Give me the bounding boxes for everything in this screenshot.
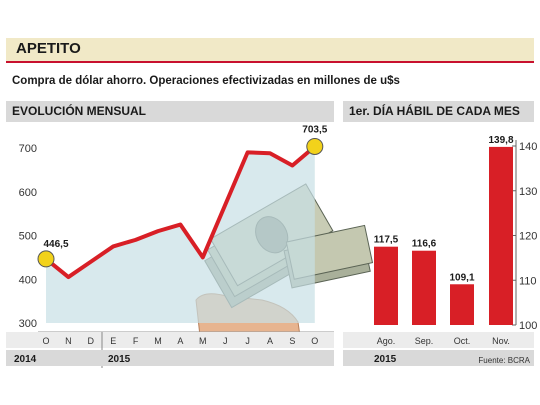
daily-bar-chart: 100 110 120 130 140 117,5 116,6 109,1 139,8 Ago. S… bbox=[343, 135, 537, 366]
category-tick-label: Nov. bbox=[492, 336, 510, 346]
y-tick-label: 140 bbox=[519, 141, 537, 153]
daily-panel-title: 1er. DÍA HÁBIL DE CADA MES bbox=[349, 104, 520, 118]
year-label: 2014 bbox=[14, 354, 37, 365]
bar bbox=[374, 246, 398, 325]
data-label: 446,5 bbox=[43, 239, 68, 250]
month-tick-label: O bbox=[311, 336, 318, 346]
month-tick-label: F bbox=[133, 336, 139, 346]
y-tick-label: 600 bbox=[19, 187, 37, 199]
data-label: 109,1 bbox=[449, 272, 474, 283]
monthly-panel-title: EVOLUCIÓN MENSUAL bbox=[12, 104, 147, 118]
month-axis-band bbox=[6, 332, 334, 348]
month-tick-label: J bbox=[245, 336, 250, 346]
month-tick-label: S bbox=[289, 336, 295, 346]
point-marker bbox=[306, 137, 324, 155]
series-line bbox=[44, 144, 317, 280]
month-tick-label: O bbox=[42, 336, 49, 346]
month-tick-label: J bbox=[223, 336, 228, 346]
bar bbox=[489, 146, 513, 325]
bar bbox=[450, 284, 474, 325]
month-tick-label: E bbox=[110, 336, 116, 346]
source-note: Fuente: BCRA bbox=[478, 356, 530, 365]
y-tick-label: 110 bbox=[519, 275, 537, 287]
month-tick-label: A bbox=[177, 336, 183, 346]
category-tick-label: Oct. bbox=[454, 336, 471, 346]
month-tick-label: A bbox=[267, 336, 273, 346]
month-tick-label: M bbox=[154, 336, 162, 346]
y-tick-label: 120 bbox=[519, 231, 537, 243]
monthly-line-chart: 300 400 500 600 700 O N D E F M A M J J A S O 2014 2015 446,… bbox=[6, 124, 334, 368]
year-label: 2015 bbox=[374, 354, 397, 365]
month-tick-label: M bbox=[199, 336, 207, 346]
data-label: 117,5 bbox=[374, 235, 399, 246]
y-tick-label: 300 bbox=[19, 318, 37, 330]
monthly-panel-header: EVOLUCIÓN MENSUAL bbox=[6, 101, 334, 122]
month-tick-label: D bbox=[88, 336, 95, 346]
daily-panel-header: 1er. DÍA HÁBIL DE CADA MES bbox=[343, 101, 534, 122]
title-band: APETITO bbox=[6, 38, 534, 63]
data-label: 139,8 bbox=[488, 135, 513, 146]
category-axis-band bbox=[343, 332, 534, 348]
y-tick-label: 100 bbox=[519, 320, 537, 332]
year-band bbox=[343, 350, 534, 366]
category-tick-label: Ago. bbox=[377, 336, 396, 346]
point-marker bbox=[37, 250, 55, 268]
y-tick-label: 130 bbox=[519, 186, 537, 198]
chart-subtitle: Compra de dólar ahorro. Operaciones efec… bbox=[12, 75, 400, 87]
data-label: 703,5 bbox=[302, 124, 327, 135]
y-tick-label: 500 bbox=[19, 231, 37, 243]
year-label: 2015 bbox=[108, 354, 131, 365]
year-band bbox=[6, 350, 334, 366]
data-label: 116,6 bbox=[412, 239, 437, 250]
bar bbox=[412, 250, 436, 325]
chart-title: APETITO bbox=[16, 40, 81, 57]
month-tick-label: N bbox=[65, 336, 72, 346]
y-tick-label: 400 bbox=[19, 274, 37, 286]
y-tick-label: 700 bbox=[19, 143, 37, 155]
line-area bbox=[46, 146, 315, 323]
category-tick-label: Sep. bbox=[415, 336, 434, 346]
